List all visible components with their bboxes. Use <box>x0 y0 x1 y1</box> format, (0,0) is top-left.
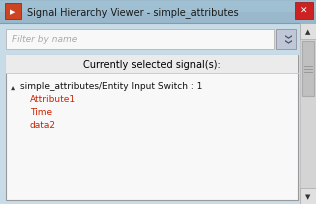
Text: ▼: ▼ <box>305 193 311 199</box>
Bar <box>5 4 21 20</box>
Text: ◂: ◂ <box>9 84 17 89</box>
Text: Signal Hierarchy Viewer - simple_attributes: Signal Hierarchy Viewer - simple_attribu… <box>27 7 239 18</box>
Text: ▲: ▲ <box>305 29 311 35</box>
Text: Time: Time <box>30 108 52 117</box>
Text: ❯❯: ❯❯ <box>283 34 289 46</box>
Bar <box>0 24 316 204</box>
Bar <box>300 188 316 204</box>
Text: ▶: ▶ <box>10 9 16 15</box>
Bar <box>276 30 296 50</box>
Text: Currently selected signal(s):: Currently selected signal(s): <box>83 60 221 70</box>
Bar <box>0 0 316 13</box>
Bar <box>300 24 316 40</box>
Bar <box>0 0 316 24</box>
Bar <box>295 3 313 20</box>
Bar <box>6 30 274 50</box>
Text: data2: data2 <box>30 121 56 130</box>
Text: Attribute1: Attribute1 <box>30 95 76 104</box>
Bar <box>6 56 298 74</box>
Text: ✕: ✕ <box>300 7 308 16</box>
Text: Filter by name: Filter by name <box>12 35 77 44</box>
Bar <box>6 56 298 200</box>
Text: simple_attributes/Entity Input Switch : 1: simple_attributes/Entity Input Switch : … <box>20 82 202 91</box>
Bar <box>300 24 316 204</box>
Bar <box>302 42 314 96</box>
